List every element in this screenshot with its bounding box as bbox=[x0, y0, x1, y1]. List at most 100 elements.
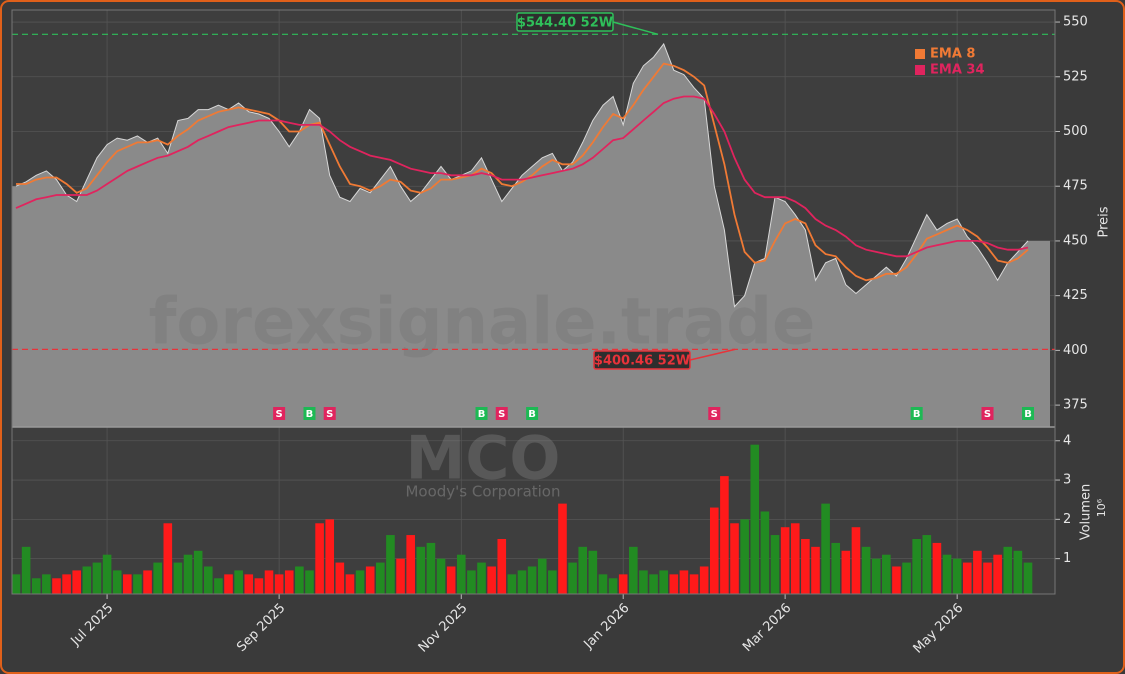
volume-bar bbox=[355, 570, 365, 594]
volume-bar bbox=[102, 554, 112, 594]
volume-bar bbox=[993, 554, 1002, 594]
volume-bar bbox=[305, 570, 314, 594]
volume-bar bbox=[608, 578, 618, 594]
volume-bar bbox=[598, 574, 608, 594]
volume-bar bbox=[760, 511, 770, 594]
legend-swatch bbox=[915, 49, 925, 59]
volume-bar bbox=[679, 570, 689, 594]
price-area bbox=[12, 43, 1050, 428]
volume-bar bbox=[851, 527, 861, 594]
volume-bar bbox=[416, 546, 426, 594]
volume-bar bbox=[639, 570, 648, 594]
y-tick-label: 375 bbox=[1063, 398, 1088, 413]
volume-bar bbox=[112, 570, 122, 594]
volume-bar bbox=[335, 562, 345, 594]
volume-bar bbox=[537, 558, 547, 594]
volume-bar bbox=[376, 562, 385, 594]
signal-label: S bbox=[326, 409, 333, 420]
volume-bar bbox=[295, 566, 304, 594]
signal-label: B bbox=[528, 409, 536, 420]
volume-bar bbox=[659, 570, 668, 594]
volume-bar bbox=[183, 554, 193, 594]
volume-bar bbox=[801, 538, 810, 594]
signal-marker bbox=[273, 407, 286, 420]
volume-bar bbox=[770, 535, 780, 594]
y-axis-label: Preis bbox=[1097, 206, 1112, 237]
volume-bar bbox=[790, 523, 800, 594]
volume-bar bbox=[193, 550, 203, 594]
signal-label: B bbox=[478, 409, 486, 420]
volume-bar bbox=[709, 507, 719, 594]
volume-bar bbox=[386, 535, 395, 594]
signal-marker bbox=[323, 407, 336, 420]
volume-bar bbox=[912, 538, 921, 594]
volume-bar bbox=[214, 578, 223, 594]
volume-bar bbox=[548, 570, 557, 594]
legend-label: EMA 8 bbox=[930, 47, 975, 62]
volume-bar bbox=[942, 554, 952, 594]
signal-label: B bbox=[306, 409, 314, 420]
volume-bar bbox=[11, 574, 21, 594]
y-tick-label: 525 bbox=[1063, 69, 1088, 84]
volume-bar bbox=[952, 558, 962, 594]
y-tick-label: 4 bbox=[1063, 433, 1071, 448]
volume-bar bbox=[831, 542, 841, 594]
volume-bar bbox=[720, 476, 729, 594]
watermark: MCO bbox=[406, 424, 561, 494]
volume-bar bbox=[649, 574, 658, 594]
plot-border bbox=[11, 9, 1056, 595]
volume-bar bbox=[143, 570, 152, 594]
volume-bar bbox=[234, 570, 243, 594]
volume-bar bbox=[517, 570, 527, 594]
annotation: $544.40 52W bbox=[517, 16, 613, 31]
signal-label: S bbox=[711, 409, 718, 420]
signal-marker bbox=[495, 407, 508, 420]
volume-bar bbox=[973, 550, 982, 594]
signal-label: B bbox=[1024, 409, 1032, 420]
volume-bar bbox=[740, 519, 749, 594]
y-axis-label: Volumen bbox=[1079, 484, 1094, 541]
volume-bar bbox=[123, 574, 132, 594]
volume-bar bbox=[750, 444, 760, 594]
volume-bar bbox=[699, 566, 709, 594]
volume-bar bbox=[932, 542, 942, 594]
volume-bar bbox=[92, 562, 102, 594]
volume-bar bbox=[730, 523, 739, 594]
volume-bar bbox=[284, 570, 294, 594]
volume-bar bbox=[325, 519, 335, 594]
volume-bar bbox=[153, 562, 162, 594]
y-tick-label: 3 bbox=[1063, 473, 1071, 488]
annotation: $400.46 52W bbox=[594, 354, 690, 369]
volume-bar bbox=[821, 503, 830, 594]
watermark: forexsignale.trade bbox=[149, 286, 816, 360]
volume-bar bbox=[163, 523, 173, 594]
volume-bar bbox=[173, 562, 183, 594]
volume-bar bbox=[578, 546, 588, 594]
y-tick-label: 400 bbox=[1063, 343, 1088, 358]
volume-bar bbox=[882, 554, 891, 594]
volume-bar bbox=[487, 566, 496, 594]
volume-bar bbox=[31, 578, 41, 594]
volume-bar bbox=[365, 566, 375, 594]
volume-bar bbox=[962, 562, 972, 594]
volume-bar bbox=[436, 558, 446, 594]
signal-marker bbox=[475, 407, 488, 420]
y-tick-label: 425 bbox=[1063, 288, 1088, 303]
volume-bar bbox=[345, 574, 355, 594]
signal-marker bbox=[910, 407, 923, 420]
volume-bar bbox=[669, 574, 679, 594]
signal-marker bbox=[303, 407, 316, 420]
legend-label: EMA 34 bbox=[930, 63, 985, 78]
volume-bar bbox=[558, 503, 567, 594]
annotation-arrow bbox=[689, 348, 736, 361]
signal-marker bbox=[708, 407, 721, 420]
volume-bar bbox=[72, 570, 82, 594]
ema-line bbox=[15, 95, 1029, 258]
volume-bar bbox=[224, 574, 233, 594]
volume-bar bbox=[507, 574, 517, 594]
volume-bar bbox=[264, 570, 274, 594]
volume-bar bbox=[892, 566, 901, 594]
signal-marker bbox=[1022, 407, 1034, 420]
